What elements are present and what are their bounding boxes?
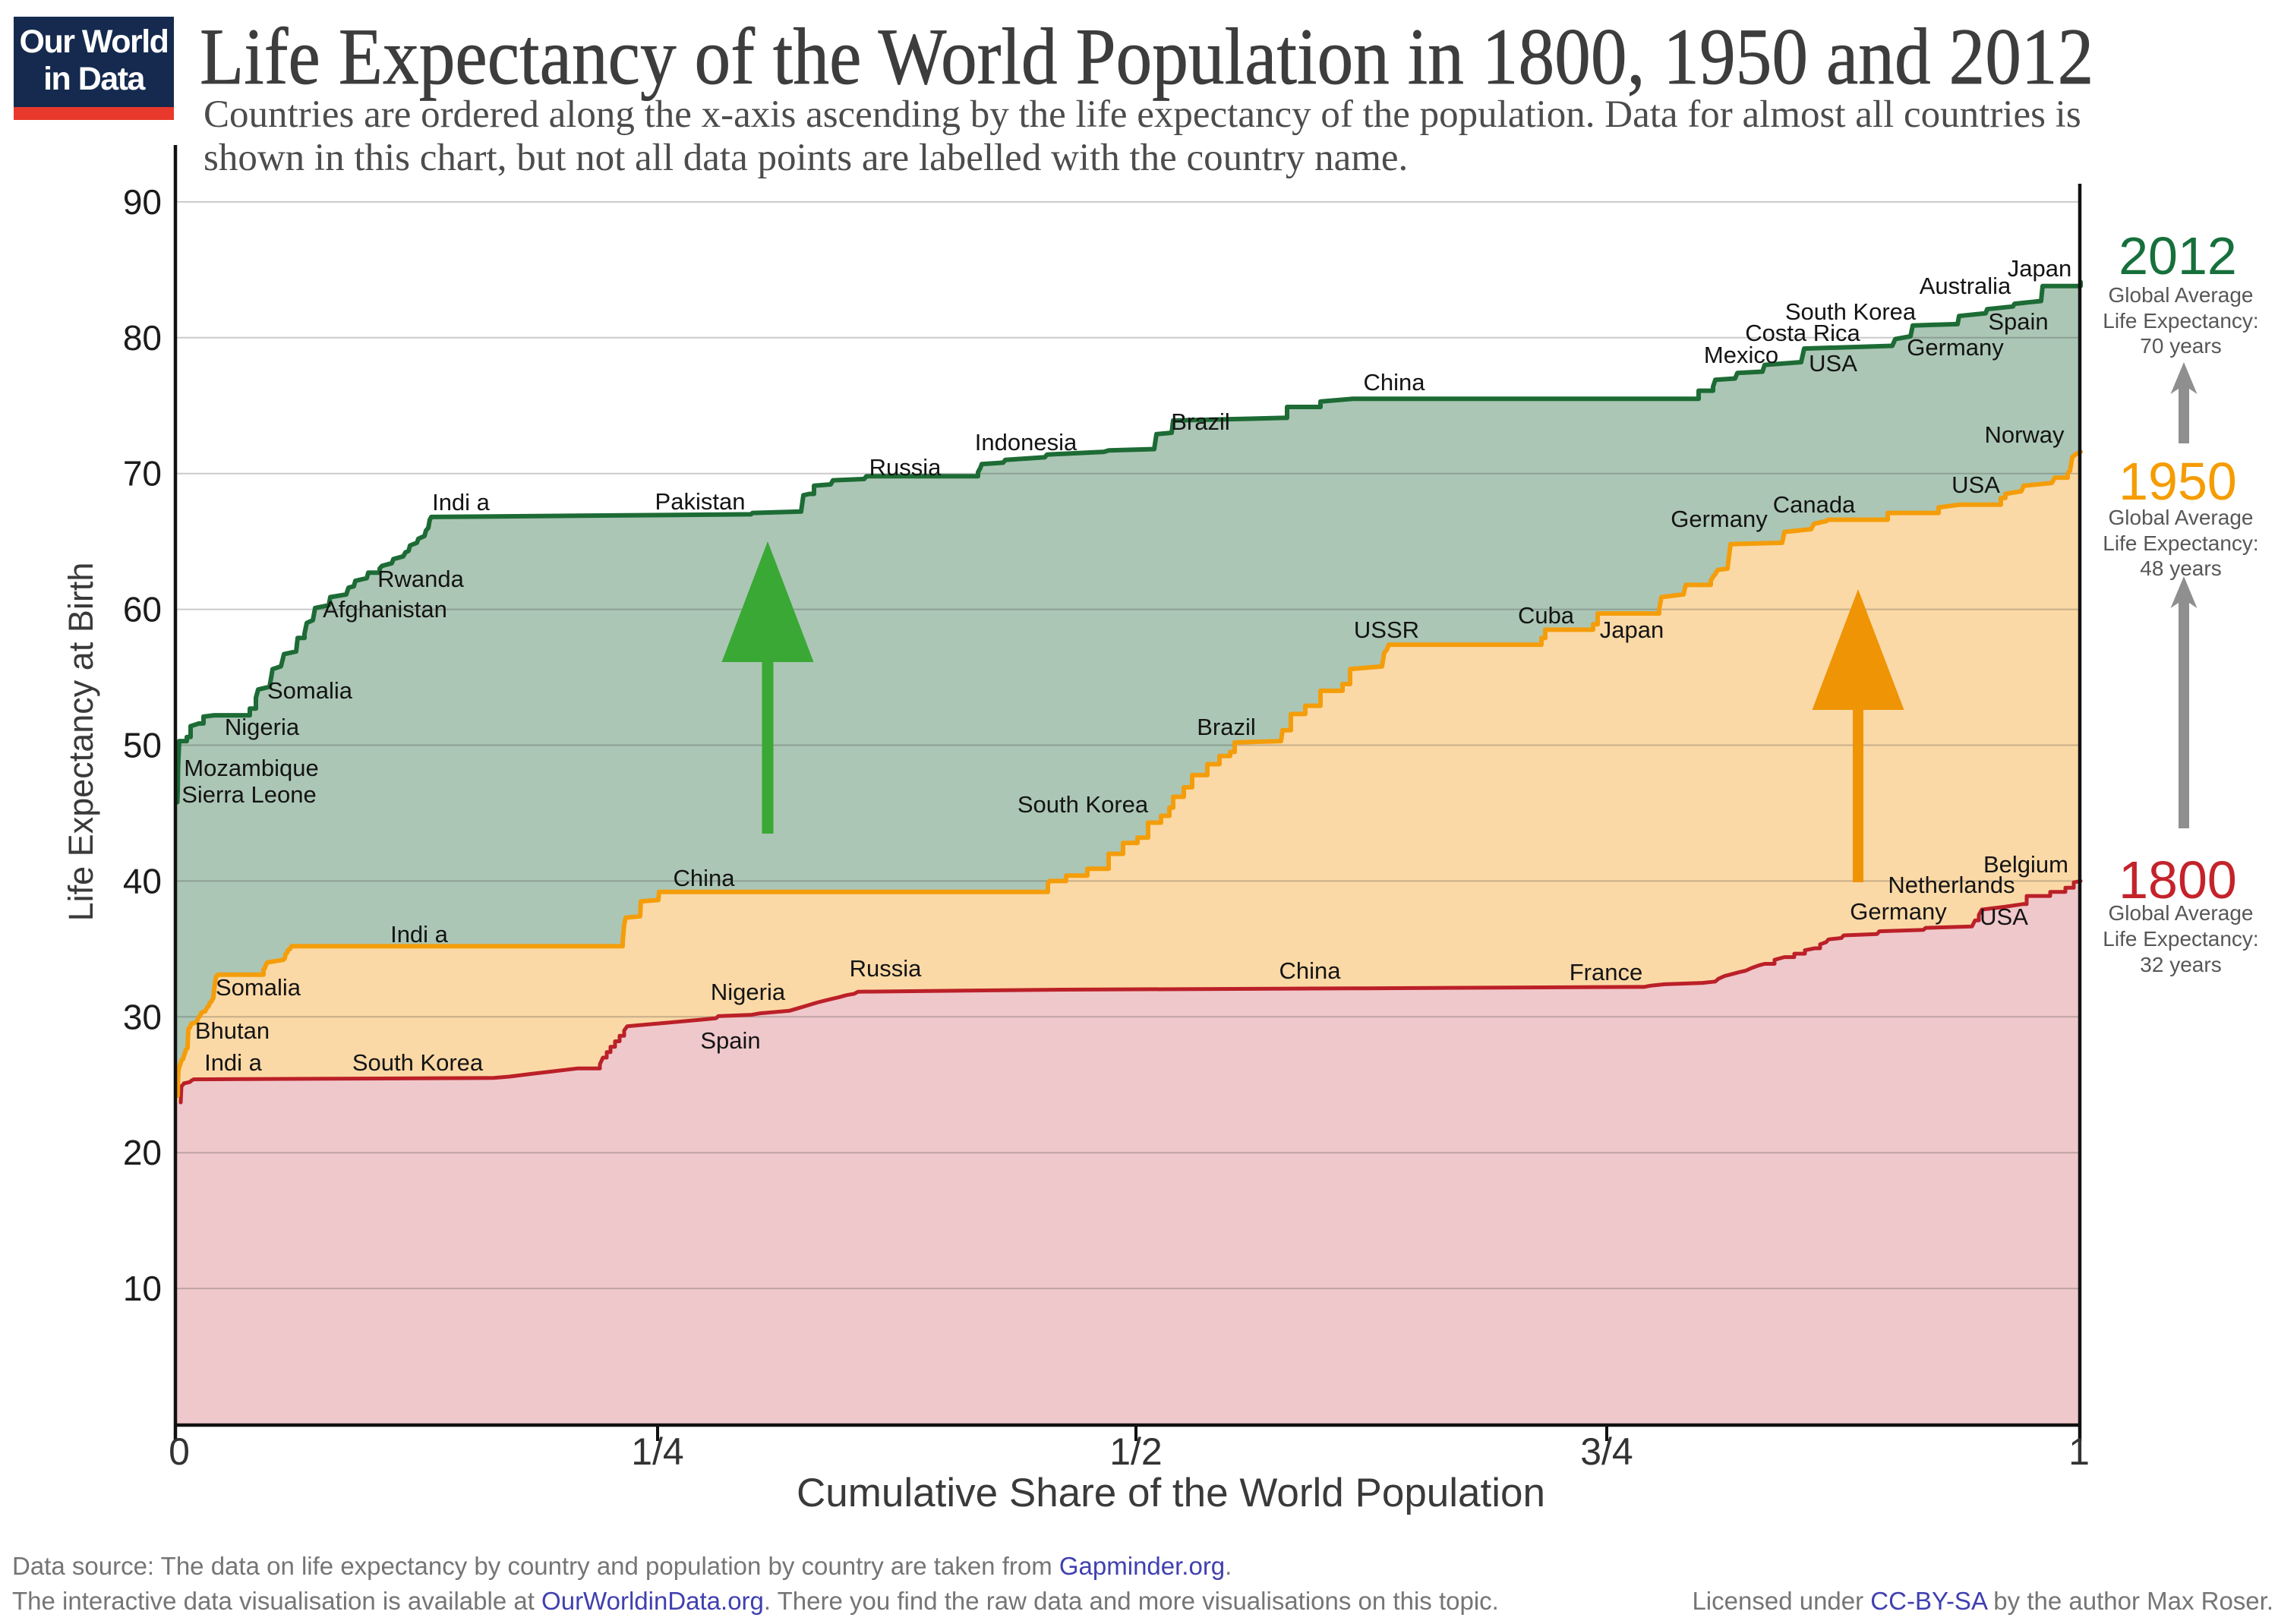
svg-text:Afghanistan: Afghanistan: [323, 596, 447, 623]
svg-text:Netherlands: Netherlands: [1888, 872, 2015, 898]
svg-text:Mexico: Mexico: [1704, 342, 1778, 368]
svg-text:Somalia: Somalia: [216, 974, 301, 1001]
svg-text:China: China: [674, 865, 736, 891]
svg-text:80: 80: [123, 318, 162, 358]
svg-text:Indi a: Indi a: [390, 921, 449, 948]
svg-text:USA: USA: [1951, 471, 2000, 498]
svg-text:Norway: Norway: [1984, 421, 2065, 448]
svg-text:South Korea: South Korea: [1785, 298, 1917, 325]
svg-text:China: China: [1364, 369, 1426, 396]
svg-text:10: 10: [123, 1269, 162, 1308]
svg-text:Life Expectancy:: Life Expectancy:: [2103, 531, 2258, 555]
svg-text:1/2: 1/2: [1109, 1430, 1163, 1473]
svg-text:20: 20: [123, 1133, 162, 1172]
svg-text:Germany: Germany: [1671, 506, 1768, 532]
svg-text:2012: 2012: [2119, 226, 2237, 285]
svg-text:Russia: Russia: [869, 454, 942, 481]
svg-text:Nigeria: Nigeria: [225, 714, 300, 740]
svg-text:Life Expectancy:: Life Expectancy:: [2103, 927, 2258, 951]
svg-text:1800: 1800: [2119, 850, 2237, 910]
svg-text:1: 1: [2068, 1430, 2090, 1473]
svg-text:Mozambique: Mozambique: [184, 755, 318, 781]
svg-text:1/4: 1/4: [631, 1430, 684, 1473]
svg-text:30: 30: [123, 997, 162, 1036]
svg-text:50: 50: [123, 726, 162, 765]
svg-text:Sierra Leone: Sierra Leone: [181, 781, 317, 808]
svg-text:3/4: 3/4: [1580, 1430, 1633, 1473]
svg-text:1950: 1950: [2119, 452, 2237, 511]
svg-text:Spain: Spain: [700, 1027, 760, 1054]
svg-text:Brazil: Brazil: [1171, 408, 1230, 435]
svg-text:Germany: Germany: [1850, 898, 1947, 925]
svg-text:Life Expectancy at Birth: Life Expectancy at Birth: [62, 563, 100, 922]
svg-text:Australia: Australia: [1920, 273, 2011, 299]
svg-text:China: China: [1279, 957, 1342, 984]
svg-text:0: 0: [169, 1430, 190, 1473]
svg-text:Cuba: Cuba: [1518, 602, 1575, 629]
svg-text:Japan: Japan: [1600, 616, 1664, 643]
svg-text:Nigeria: Nigeria: [711, 979, 786, 1005]
svg-text:South Korea: South Korea: [352, 1049, 484, 1076]
svg-text:Russia: Russia: [850, 955, 923, 982]
svg-text:USSR: USSR: [1354, 616, 1419, 643]
svg-text:Belgium: Belgium: [1983, 851, 2068, 878]
svg-text:Germany: Germany: [1907, 334, 2004, 361]
svg-text:Canada: Canada: [1773, 491, 1856, 518]
svg-text:48 years: 48 years: [2140, 557, 2221, 580]
svg-text:Life Expectancy:: Life Expectancy:: [2103, 309, 2258, 333]
svg-text:Cumulative Share of the World: Cumulative Share of the World Population: [797, 1471, 1545, 1515]
svg-text:Global Average: Global Average: [2109, 506, 2254, 529]
svg-text:Global Average: Global Average: [2109, 283, 2254, 307]
svg-text:Bhutan: Bhutan: [195, 1017, 270, 1044]
svg-text:Global Average: Global Average: [2109, 901, 2254, 925]
svg-text:32 years: 32 years: [2140, 953, 2221, 976]
svg-text:90: 90: [123, 182, 162, 222]
svg-text:USA: USA: [1809, 350, 1857, 377]
svg-text:70 years: 70 years: [2140, 334, 2221, 358]
svg-text:Indi a: Indi a: [204, 1049, 263, 1076]
svg-text:Spain: Spain: [1988, 308, 2048, 335]
svg-text:60: 60: [123, 590, 162, 629]
svg-text:USA: USA: [1980, 903, 2028, 930]
svg-text:Pakistan: Pakistan: [655, 488, 746, 515]
svg-text:Japan: Japan: [2008, 255, 2071, 282]
svg-text:Rwanda: Rwanda: [377, 566, 464, 592]
svg-text:Brazil: Brazil: [1197, 714, 1256, 740]
svg-text:Indonesia: Indonesia: [975, 429, 1077, 456]
svg-text:Costa Rica: Costa Rica: [1745, 320, 1860, 346]
svg-text:70: 70: [123, 454, 162, 494]
svg-text:South Korea: South Korea: [1018, 791, 1149, 818]
svg-text:France: France: [1570, 959, 1642, 985]
svg-text:Indi a: Indi a: [432, 489, 491, 516]
svg-text:Somalia: Somalia: [267, 677, 353, 704]
svg-text:40: 40: [123, 861, 162, 900]
